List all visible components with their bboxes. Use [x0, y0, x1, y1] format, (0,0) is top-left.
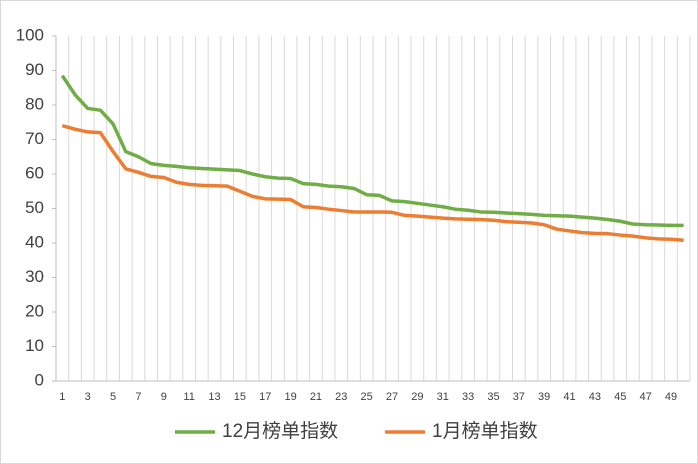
x-tick-label: 37 [513, 391, 525, 403]
y-tick-label: 40 [25, 232, 44, 251]
x-tick-label: 49 [665, 391, 677, 403]
x-tick-label: 9 [161, 391, 167, 403]
y-tick-label: 100 [16, 25, 44, 44]
x-tick-label: 11 [183, 391, 194, 403]
series-line [61, 124, 684, 242]
y-tick-label: 90 [25, 60, 44, 79]
x-tick-label: 13 [208, 391, 220, 403]
y-tick-label: 70 [25, 129, 44, 148]
series-line [60, 74, 684, 228]
x-tick-label: 25 [361, 391, 373, 403]
x-tick-label: 15 [234, 391, 246, 403]
x-tick-label: 35 [487, 391, 499, 403]
y-tick-label: 10 [25, 336, 44, 355]
y-tick-label: 50 [25, 198, 44, 217]
y-tick-label: 80 [25, 94, 44, 113]
x-tick-label: 7 [135, 391, 141, 403]
y-tick-label: 20 [25, 301, 44, 320]
x-tick-label: 47 [639, 391, 651, 403]
x-tick-label: 27 [386, 391, 398, 403]
x-tick-label: 45 [614, 391, 626, 403]
x-tick-label: 33 [462, 391, 474, 403]
y-tick-label: 60 [25, 163, 44, 182]
x-tick-label: 39 [538, 391, 550, 403]
x-tick-label: 41 [563, 391, 575, 403]
x-tick-label: 5 [110, 391, 116, 403]
x-tick-label: 29 [411, 391, 423, 403]
x-tick-label: 1 [59, 391, 65, 403]
x-tick-label: 17 [259, 391, 271, 403]
x-tick-label: 21 [310, 391, 322, 403]
y-tick-label: 30 [25, 267, 44, 286]
legend-label: 1月榜单指数 [432, 420, 538, 442]
x-tick-label: 19 [284, 391, 296, 403]
x-tick-label: 23 [335, 391, 347, 403]
x-tick-label: 31 [437, 391, 449, 403]
legend-label: 12月榜单指数 [222, 420, 338, 442]
x-tick-label: 3 [85, 391, 91, 403]
x-tick-label: 43 [589, 391, 601, 403]
y-tick-label: 0 [35, 370, 44, 389]
